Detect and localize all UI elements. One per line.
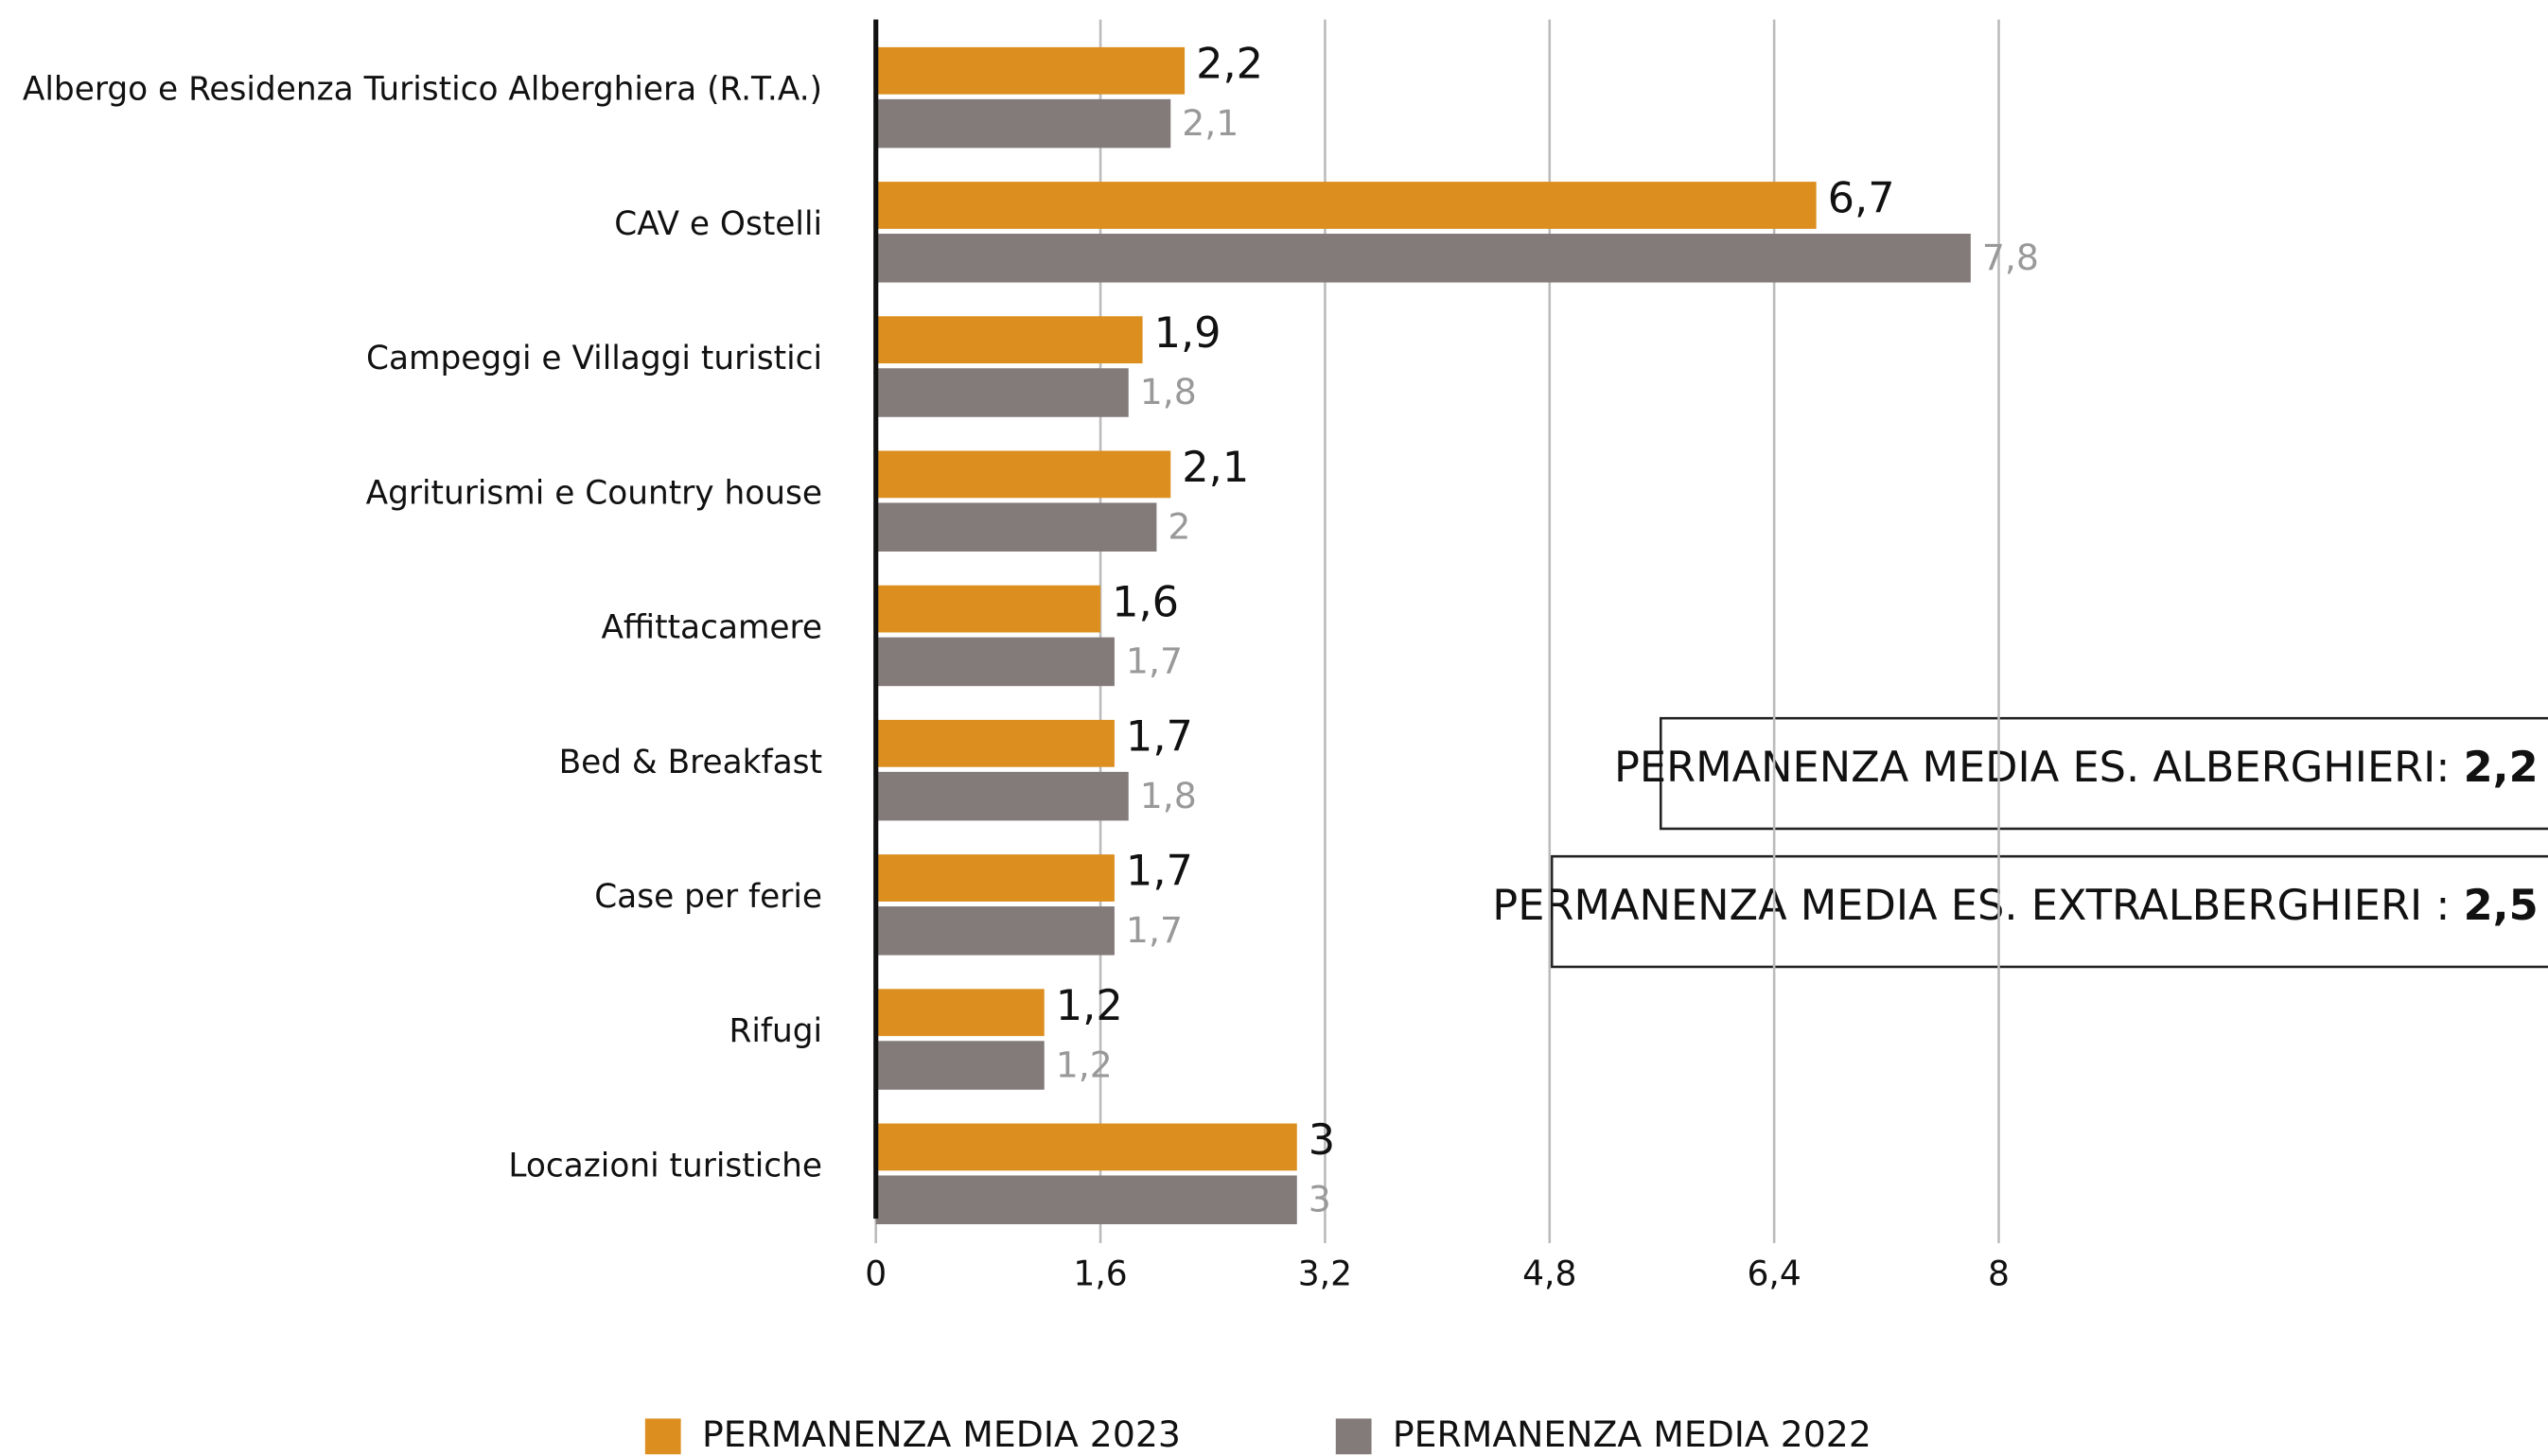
category-label: Albergo e Residenza Turistico Alberghier… [23, 71, 822, 109]
bar [875, 1041, 1045, 1090]
annotation-text: PERMANENZA MEDIA ES. EXTRALBERGHIERI : [1492, 881, 2450, 930]
annotation: PERMANENZA MEDIA ES. EXTRALBERGHIERI : 2… [1492, 881, 2538, 930]
x-tick-label: 1,6 [1073, 1254, 1127, 1293]
value-label: 3 [1309, 1178, 1331, 1219]
value-label: 6,7 [1828, 174, 1895, 223]
value-label: 1,9 [1154, 308, 1221, 358]
x-tick-label: 6,4 [1747, 1254, 1801, 1293]
category-label: Case per ferie [594, 878, 822, 916]
category-label: Rifugi [729, 1012, 822, 1050]
value-label: 1,2 [1056, 981, 1123, 1030]
annotation-value: 2,5 [2464, 881, 2539, 930]
legend-label: PERMANENZA MEDIA 2023 [702, 1413, 1181, 1455]
bar [875, 719, 1115, 767]
bar [875, 234, 1971, 283]
bar [875, 502, 1157, 552]
bar [875, 316, 1143, 364]
bar [875, 1123, 1297, 1171]
category-label: Locazioni turistiche [508, 1147, 822, 1184]
value-label: 1,6 [1112, 577, 1179, 626]
category-label: Agriturismi e Country house [366, 474, 822, 512]
bar [875, 182, 1817, 229]
category-label: Affittacamere [601, 609, 822, 647]
category-label: Campeggi e Villaggi turistici [366, 340, 822, 377]
value-label: 1,7 [1126, 712, 1193, 762]
value-label: 1,2 [1056, 1044, 1113, 1085]
bar [875, 98, 1171, 149]
x-tick-label: 8 [1988, 1254, 2010, 1293]
bar [875, 906, 1115, 956]
value-label: 1,8 [1140, 775, 1197, 816]
bar [875, 854, 1115, 902]
annotation: PERMANENZA MEDIA ES. ALBERGHIERI: 2,2 [1614, 743, 2539, 792]
value-label: 2 [1168, 505, 1190, 547]
bar [875, 585, 1101, 633]
bar [875, 1175, 1297, 1225]
annotation-text: PERMANENZA MEDIA ES. ALBERGHIERI: [1614, 743, 2450, 792]
value-label: 7,8 [1982, 237, 2039, 278]
value-label: 1,8 [1140, 371, 1197, 412]
value-label: 2,2 [1196, 39, 1263, 88]
value-label: 2,1 [1182, 443, 1249, 492]
legend-swatch [644, 1418, 681, 1455]
value-label: 1,7 [1126, 847, 1193, 896]
value-label: 1,7 [1126, 909, 1183, 951]
legend-swatch [1335, 1418, 1372, 1455]
x-tick-label: 0 [865, 1254, 887, 1293]
bar [875, 989, 1045, 1037]
legend-label: PERMANENZA MEDIA 2022 [1393, 1413, 1871, 1455]
bar [875, 771, 1129, 821]
annotation-box [1659, 716, 2548, 831]
bar [875, 450, 1171, 499]
bar [875, 368, 1129, 417]
annotation-box [1550, 854, 2548, 969]
value-label: 3 [1309, 1115, 1335, 1165]
category-label: CAV e Ostelli [614, 205, 822, 243]
annotation-value: 2,2 [2464, 743, 2539, 792]
bar [875, 637, 1115, 687]
value-label: 1,7 [1126, 640, 1183, 682]
category-label: Bed & Breakfast [559, 744, 822, 781]
x-tick-label: 4,8 [1522, 1254, 1576, 1293]
x-tick-label: 3,2 [1298, 1254, 1352, 1293]
value-label: 2,1 [1182, 102, 1239, 144]
bar [875, 46, 1186, 95]
